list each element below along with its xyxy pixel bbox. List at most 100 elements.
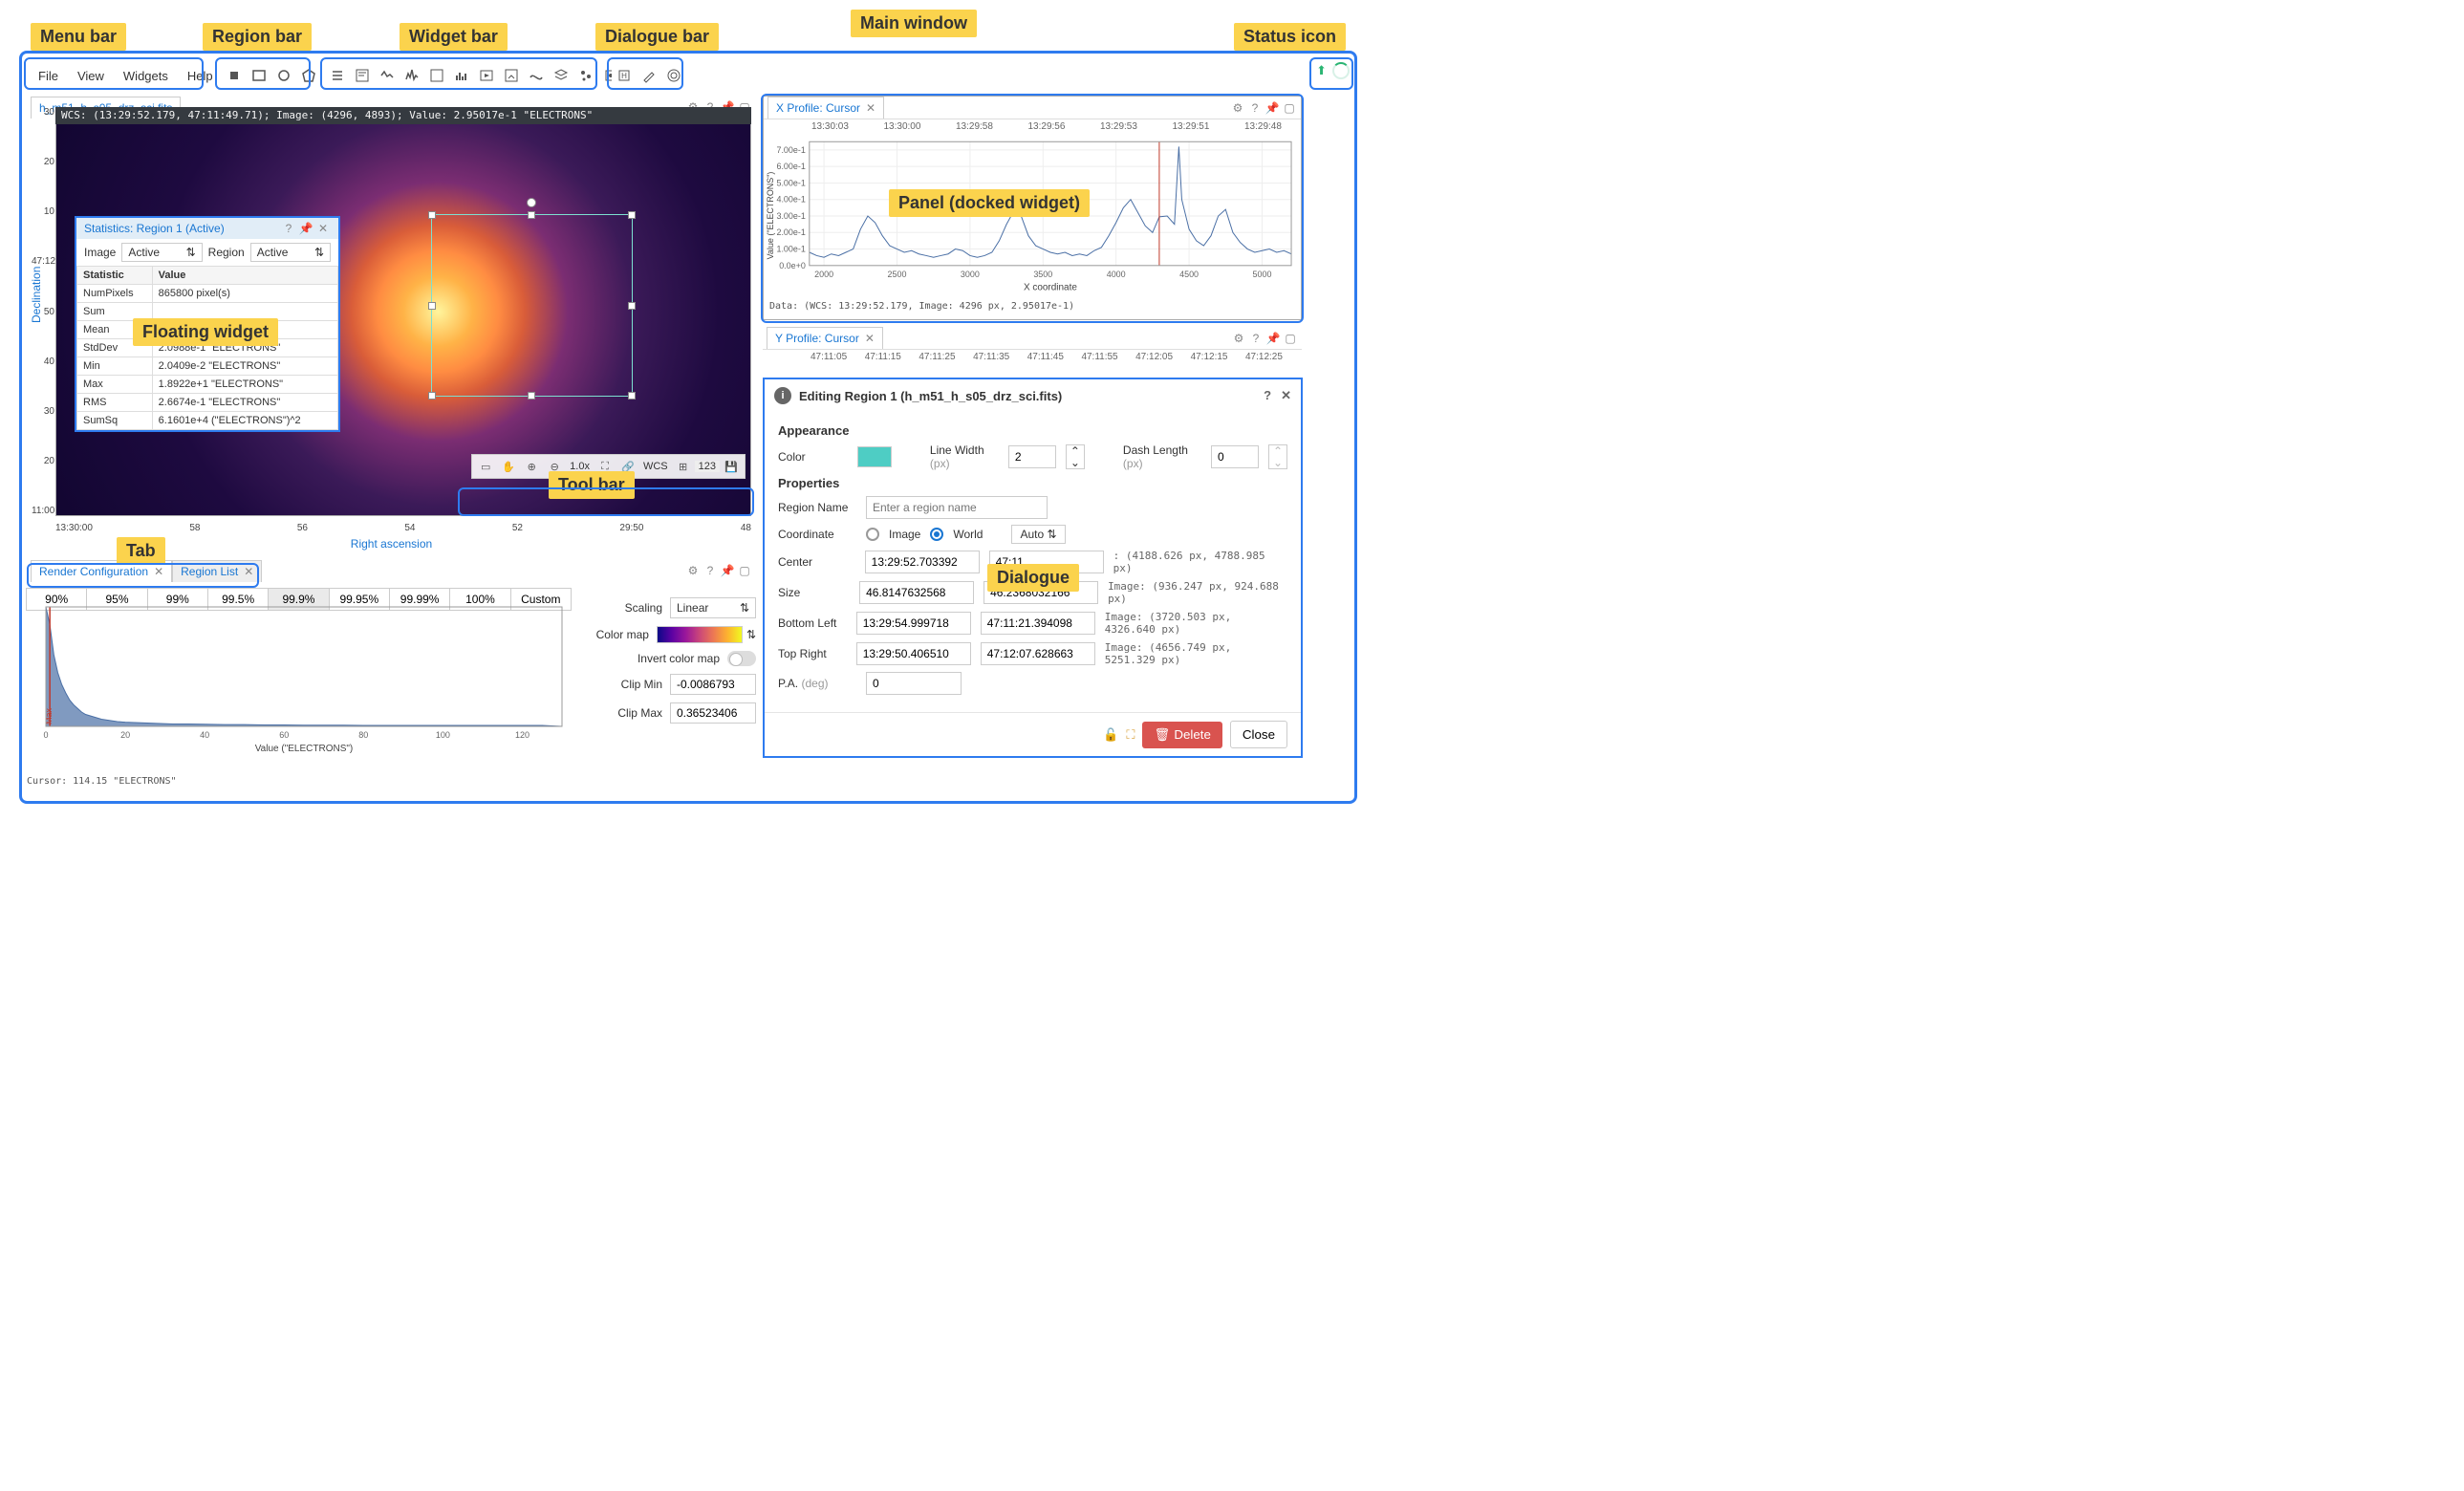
gear-icon[interactable]: ⚙ (1231, 332, 1246, 345)
center-icon[interactable]: ⛶ (1126, 727, 1135, 743)
menu-help[interactable]: Help (178, 65, 223, 87)
pin-icon[interactable]: 📌 (1264, 101, 1280, 115)
widget-log-icon[interactable] (351, 64, 374, 87)
pin-icon[interactable]: 📌 (1265, 332, 1281, 345)
stepper-icon[interactable]: ⌃⌄ (1268, 444, 1287, 469)
pa-input[interactable] (866, 672, 962, 695)
widget-spatial-icon[interactable] (376, 64, 399, 87)
scaling-select[interactable]: Linear⇅ (670, 597, 756, 618)
widget-spectral-icon[interactable] (400, 64, 423, 87)
y-profile-tab[interactable]: Y Profile: Cursor✕ (767, 327, 883, 349)
menu-file[interactable]: File (29, 65, 68, 87)
svg-text:Value ("ELECTRONS"): Value ("ELECTRONS") (255, 744, 354, 754)
widget-catalog-icon[interactable] (574, 64, 597, 87)
help-icon[interactable]: ? (1247, 101, 1263, 115)
lock-icon[interactable]: 🔓 (1103, 727, 1118, 743)
region-point-icon[interactable] (223, 64, 246, 87)
region-handle[interactable] (528, 211, 535, 219)
region-rect[interactable] (431, 214, 633, 398)
undock-icon[interactable]: ▢ (737, 564, 752, 577)
region-handle[interactable] (628, 211, 636, 219)
coord-system-select[interactable]: Auto ⇅ (1011, 525, 1065, 544)
zoom-in-icon[interactable]: ⊕ (520, 455, 543, 478)
widget-list-icon[interactable] (326, 64, 349, 87)
help-icon[interactable]: ? (1248, 332, 1264, 345)
undock-icon[interactable]: ▢ (1282, 101, 1297, 115)
stats-title: Statistics: Region 1 (Active) (84, 222, 225, 235)
gear-icon[interactable]: ⚙ (1230, 101, 1245, 115)
pan-icon[interactable]: ✋ (497, 455, 520, 478)
regionname-input[interactable] (866, 496, 1048, 519)
close-icon[interactable]: ✕ (866, 101, 875, 115)
callout-tab: Tab (117, 537, 165, 565)
help-icon[interactable]: ? (281, 222, 296, 235)
svg-text:100: 100 (436, 730, 450, 740)
svg-text:5000: 5000 (1253, 270, 1272, 279)
numeric-toggle[interactable]: 123 (695, 461, 720, 472)
region-bar (222, 62, 321, 89)
help-icon[interactable]: ? (1264, 388, 1271, 403)
region-rotate-handle[interactable] (527, 198, 536, 207)
coord-image-radio[interactable] (866, 528, 879, 541)
widget-render-icon[interactable] (500, 64, 523, 87)
x-profile-tab[interactable]: X Profile: Cursor✕ (767, 97, 884, 119)
close-icon[interactable]: ✕ (244, 565, 253, 578)
pin-icon[interactable]: 📌 (720, 564, 735, 577)
regionlist-tab[interactable]: Region List✕ (172, 560, 262, 582)
close-icon[interactable]: ✕ (154, 565, 163, 578)
dialogue-pref-icon[interactable] (638, 64, 660, 87)
region-handle[interactable] (428, 302, 436, 310)
widget-layers-icon[interactable] (550, 64, 573, 87)
pin-icon[interactable]: 📌 (298, 222, 313, 235)
widget-animator-icon[interactable] (475, 64, 498, 87)
gear-icon[interactable]: ⚙ (685, 564, 701, 577)
region-poly-icon[interactable] (297, 64, 320, 87)
undock-icon[interactable]: ▢ (1283, 332, 1298, 345)
linewidth-input[interactable] (1008, 445, 1056, 468)
menu-widgets[interactable]: Widgets (114, 65, 178, 87)
region-handle[interactable] (528, 392, 535, 400)
region-handle[interactable] (628, 302, 636, 310)
delete-button[interactable]: 🗑 Delete (1142, 722, 1221, 748)
callout-main-window: Main window (851, 10, 977, 37)
save-icon[interactable]: 💾 (720, 455, 743, 478)
colormap-select[interactable]: ⇅ (657, 626, 756, 643)
color-swatch[interactable] (857, 446, 892, 467)
dialogue-header-icon[interactable]: H (613, 64, 636, 87)
prop-b[interactable] (981, 612, 1095, 635)
stepper-icon[interactable]: ⌃⌄ (1066, 444, 1085, 469)
prop-a[interactable] (859, 581, 974, 604)
dialogue-contour-icon[interactable] (662, 64, 685, 87)
close-button[interactable]: Close (1230, 721, 1287, 748)
prop-a[interactable] (856, 612, 971, 635)
menu-view[interactable]: View (68, 65, 114, 87)
prop-b[interactable] (981, 642, 1095, 665)
region-handle[interactable] (428, 211, 436, 219)
clipmax-input[interactable] (670, 702, 756, 724)
pointer-icon[interactable]: ▭ (474, 455, 497, 478)
close-icon[interactable]: ✕ (1281, 388, 1291, 403)
prop-label: Top Right (778, 647, 847, 660)
region-handle[interactable] (428, 392, 436, 400)
histogram-chart[interactable]: 020406080100120Value ("ELECTRONS")Max (27, 602, 572, 755)
grid-icon[interactable]: ⊞ (672, 455, 695, 478)
dashlen-input[interactable] (1211, 445, 1259, 468)
prop-a[interactable] (856, 642, 971, 665)
region-ellipse-icon[interactable] (272, 64, 295, 87)
svg-text:20: 20 (120, 730, 130, 740)
widget-stokes-icon[interactable] (525, 64, 548, 87)
region-handle[interactable] (628, 392, 636, 400)
coord-world-radio[interactable] (930, 528, 943, 541)
close-icon[interactable]: ✕ (315, 222, 331, 235)
help-icon[interactable]: ? (702, 564, 718, 577)
widget-hist-icon[interactable] (450, 64, 473, 87)
clipmin-input[interactable] (670, 674, 756, 695)
close-icon[interactable]: ✕ (865, 332, 875, 345)
wcs-toggle[interactable]: WCS (639, 461, 672, 472)
prop-a[interactable] (865, 551, 980, 573)
stats-region-select[interactable]: Active⇅ (250, 243, 331, 262)
widget-stats-icon[interactable] (425, 64, 448, 87)
stats-image-select[interactable]: Active⇅ (121, 243, 202, 262)
invert-toggle[interactable] (727, 651, 756, 666)
region-rect-icon[interactable] (248, 64, 270, 87)
